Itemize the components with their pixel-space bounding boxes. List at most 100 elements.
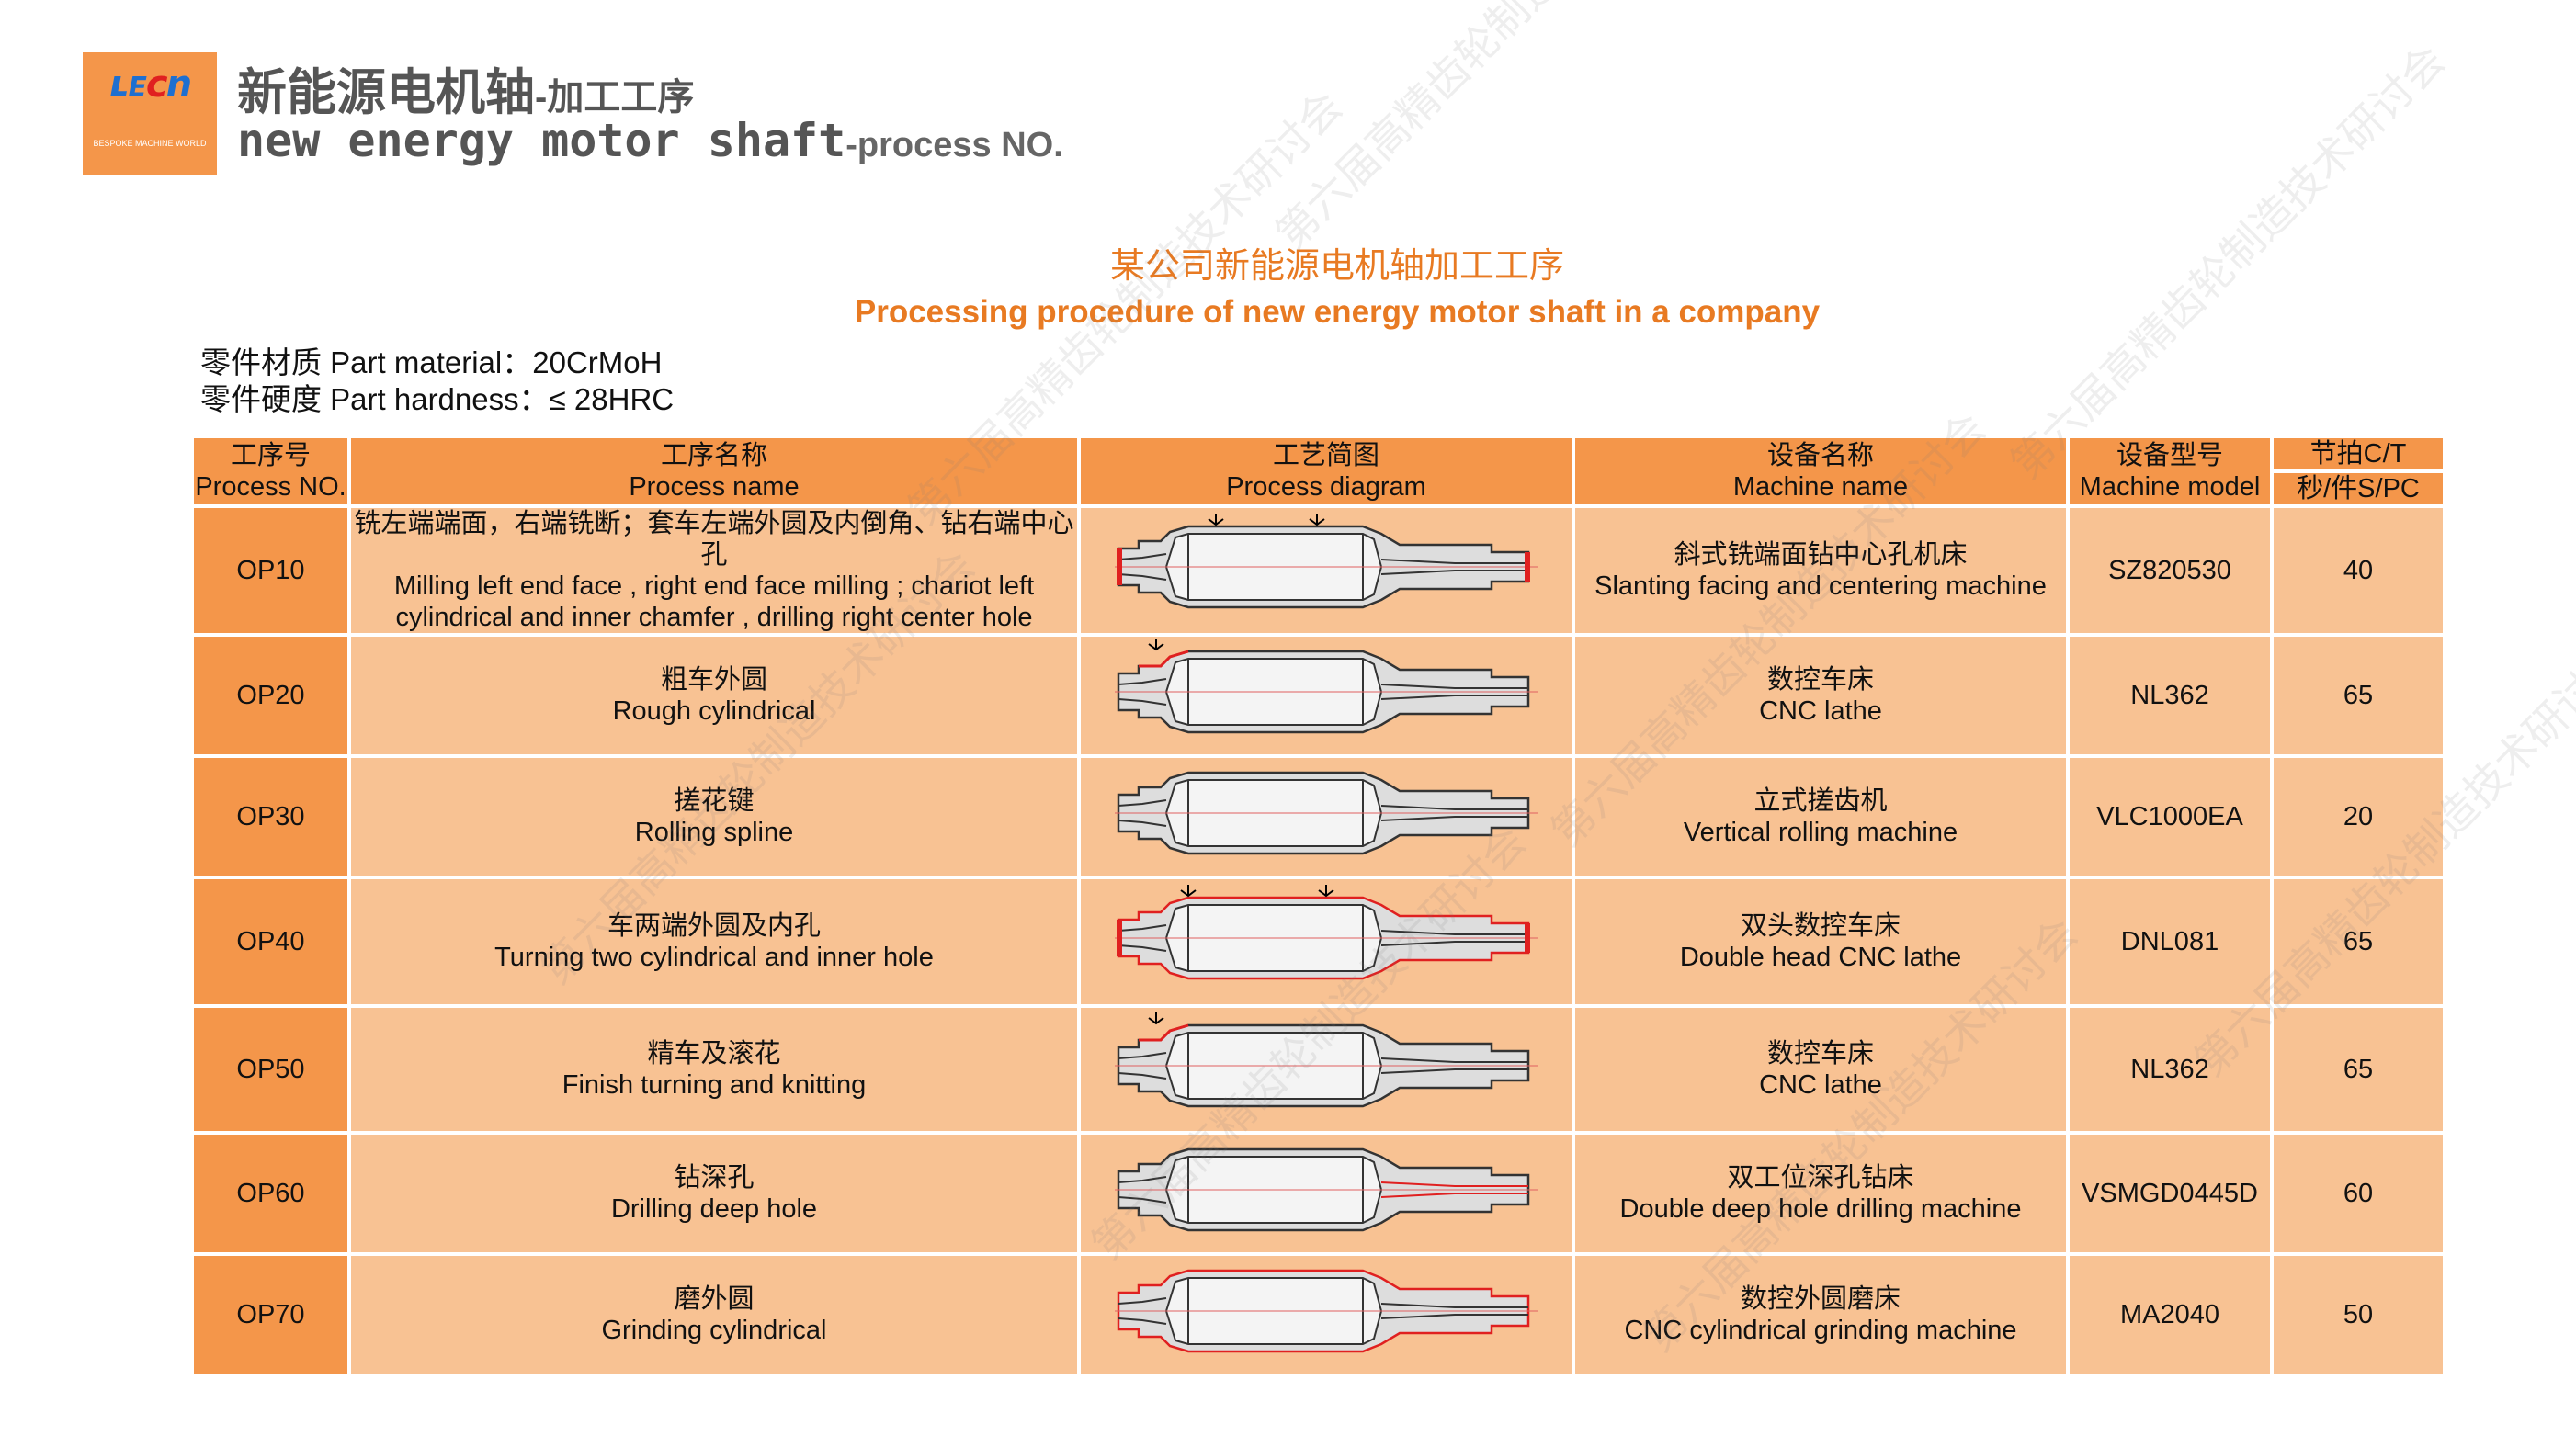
- machine-name-cn: 双工位深孔钻床: [1727, 1163, 1914, 1193]
- process-name: 粗车外圆 Rough cylindrical: [347, 633, 1081, 758]
- machine-model: SZ820530: [2066, 504, 2274, 637]
- machine-model-text: NL362: [2130, 1055, 2209, 1084]
- process-no-text: OP40: [236, 927, 305, 956]
- process-name-en: Rough cylindrical: [612, 696, 816, 726]
- machine-name-cn: 数控车床: [1766, 1039, 1874, 1068]
- cycle-time-text: 65: [2343, 681, 2374, 710]
- machine-model-text: NL362: [2130, 681, 2209, 710]
- machine-model-text: VSMGD0445D: [2082, 1179, 2258, 1208]
- machine-model: NL362: [2066, 1004, 2274, 1135]
- header-text: 工序名称: [660, 441, 767, 470]
- machine-name-en: Vertical rolling machine: [1683, 818, 1958, 847]
- header-text: Process NO.: [195, 472, 346, 502]
- process-name: 精车及滚花 Finish turning and knitting: [347, 1004, 1081, 1135]
- table-row: OP60 钻深孔 Drilling deep hole 双工位深孔钻床 Double…: [190, 1131, 2446, 1256]
- process-name-cn: 车两端外圆及内孔: [607, 911, 821, 941]
- cycle-time-text: 65: [2343, 1055, 2374, 1084]
- cycle-time: 60: [2270, 1131, 2446, 1256]
- process-diagram: [1077, 876, 1575, 1008]
- machine-model: VSMGD0445D: [2066, 1131, 2274, 1256]
- machine-model: MA2040: [2066, 1252, 2274, 1377]
- part-hardness: 零件硬度 Part hardness：≤ 28HRC: [200, 375, 674, 419]
- header-text: 设备型号: [2116, 441, 2223, 470]
- shaft-diagram: [1115, 1147, 1538, 1232]
- header-text: 节拍C/T: [2274, 438, 2443, 473]
- process-name-en: Finish turning and knitting: [562, 1070, 867, 1100]
- page-title-en: new energy motor shaft-process NO.: [237, 114, 1063, 167]
- table-title-cn: 某公司新能源电机轴加工工序: [1109, 247, 1564, 286]
- process-no: OP50: [190, 1004, 351, 1135]
- shaft-diagram: [1115, 639, 1538, 734]
- process-no: OP30: [190, 754, 351, 879]
- cycle-time-text: 50: [2343, 1300, 2374, 1329]
- process-no-text: OP50: [236, 1055, 305, 1084]
- page-title-cn: 新能源电机轴-加工工序: [237, 51, 694, 124]
- table-row: OP30 搓花键 Rolling spline 立式搓齿机 Vertical rol…: [190, 754, 2446, 879]
- header-text: 工艺简图: [1272, 441, 1379, 470]
- cycle-time: 65: [2270, 1004, 2446, 1135]
- machine-name: 双工位深孔钻床 Double deep hole drilling machine: [1572, 1131, 2070, 1256]
- process-no-text: OP10: [236, 556, 305, 585]
- process-name-cn: 磨外圆: [674, 1284, 755, 1314]
- header-process-diagram: 工艺简图 Process diagram: [1077, 435, 1575, 508]
- watermark: 第六届高精齿轮制造技术研讨会: [1266, 0, 1719, 259]
- process-name-en: Grinding cylindrical: [601, 1316, 827, 1345]
- process-name: 车两端外圆及内孔 Turning two cylindrical and inne…: [347, 876, 1081, 1008]
- shaft-diagram: [1115, 885, 1538, 980]
- logo-mark: ʟᴇcn: [108, 63, 192, 106]
- machine-name-en: Double deep hole drilling machine: [1619, 1194, 2022, 1224]
- process-diagram: [1077, 633, 1575, 758]
- cycle-time: 20: [2270, 754, 2446, 879]
- table-row: OP20 粗车外圆 Rough cylindrical 数控车床 CNC lathe…: [190, 633, 2446, 758]
- shaft-diagram: [1115, 771, 1538, 855]
- hardness-value: ≤ 28HRC: [549, 382, 675, 416]
- table-row: OP40 车两端外圆及内孔 Turning two cylindrical and…: [190, 876, 2446, 1008]
- title-cn-suffix: -加工工序: [535, 77, 695, 118]
- machine-name: 双头数控车床 Double head CNC lathe: [1572, 876, 2070, 1008]
- machine-name-en: CNC lathe: [1759, 696, 1882, 726]
- cycle-time: 65: [2270, 633, 2446, 758]
- title-en-suffix: -process NO.: [845, 126, 1063, 164]
- title-en: new energy motor shaft: [237, 114, 846, 167]
- machine-name: 数控车床 CNC lathe: [1572, 1004, 2070, 1135]
- header-text: Process name: [629, 472, 800, 502]
- machine-name-cn: 数控车床: [1766, 665, 1874, 695]
- process-name-cn: 钻深孔: [674, 1163, 755, 1193]
- machine-name-cn: 数控外圆磨床: [1740, 1284, 1901, 1314]
- machine-name-en: CNC cylindrical grinding machine: [1624, 1316, 2017, 1345]
- process-name-en: Drilling deep hole: [610, 1194, 818, 1224]
- material-label: 零件材质 Part material：: [200, 345, 533, 379]
- table-header-row: 工序号 Process NO. 工序名称 Process name 工艺简图 Proc…: [190, 435, 2446, 508]
- process-diagram: [1077, 1004, 1575, 1135]
- cycle-time-text: 65: [2343, 927, 2374, 956]
- table-title-en: Processing procedure of new energy motor…: [854, 294, 1821, 330]
- process-no-text: OP60: [236, 1179, 305, 1208]
- process-name-cn: 粗车外圆: [660, 665, 767, 695]
- header-text: 工序号: [230, 441, 311, 470]
- header-text: Machine name: [1732, 472, 1909, 502]
- logo-tagline: BESPOKE MACHINE WORLD: [93, 139, 207, 148]
- cycle-time-text: 60: [2343, 1179, 2374, 1208]
- cycle-time-text: 40: [2343, 556, 2374, 585]
- machine-model: NL362: [2066, 633, 2274, 758]
- machine-name: 数控外圆磨床 CNC cylindrical grinding machine: [1572, 1252, 2070, 1377]
- process-diagram: [1077, 754, 1575, 879]
- process-name-cn: 铣左端端面，右端铣断；套车左端外圆及内倒角、钻右端中心孔: [354, 509, 1074, 570]
- machine-name: 数控车床 CNC lathe: [1572, 633, 2070, 758]
- process-no: OP60: [190, 1131, 351, 1256]
- machine-name-en: Double head CNC lathe: [1679, 943, 1962, 972]
- machine-name: 立式搓齿机 Vertical rolling machine: [1572, 754, 2070, 879]
- title-cn: 新能源电机轴: [237, 65, 535, 120]
- process-no: OP40: [190, 876, 351, 1008]
- process-name: 铣左端端面，右端铣断；套车左端外圆及内倒角、钻右端中心孔 Milling left…: [347, 504, 1081, 637]
- machine-name-cn: 斜式铣端面钻中心孔机床: [1674, 540, 1968, 570]
- machine-model-text: SZ820530: [2108, 556, 2231, 585]
- process-diagram: [1077, 1252, 1575, 1377]
- shaft-diagram: [1115, 514, 1538, 609]
- part-material: 零件材质 Part material：20CrMoH: [200, 338, 662, 382]
- header-text: 秒/件S/PC: [2297, 474, 2420, 503]
- process-no-text: OP70: [236, 1300, 305, 1329]
- header-text: Process diagram: [1226, 472, 1426, 502]
- header-process-name: 工序名称 Process name: [347, 435, 1081, 508]
- process-name: 钻深孔 Drilling deep hole: [347, 1131, 1081, 1256]
